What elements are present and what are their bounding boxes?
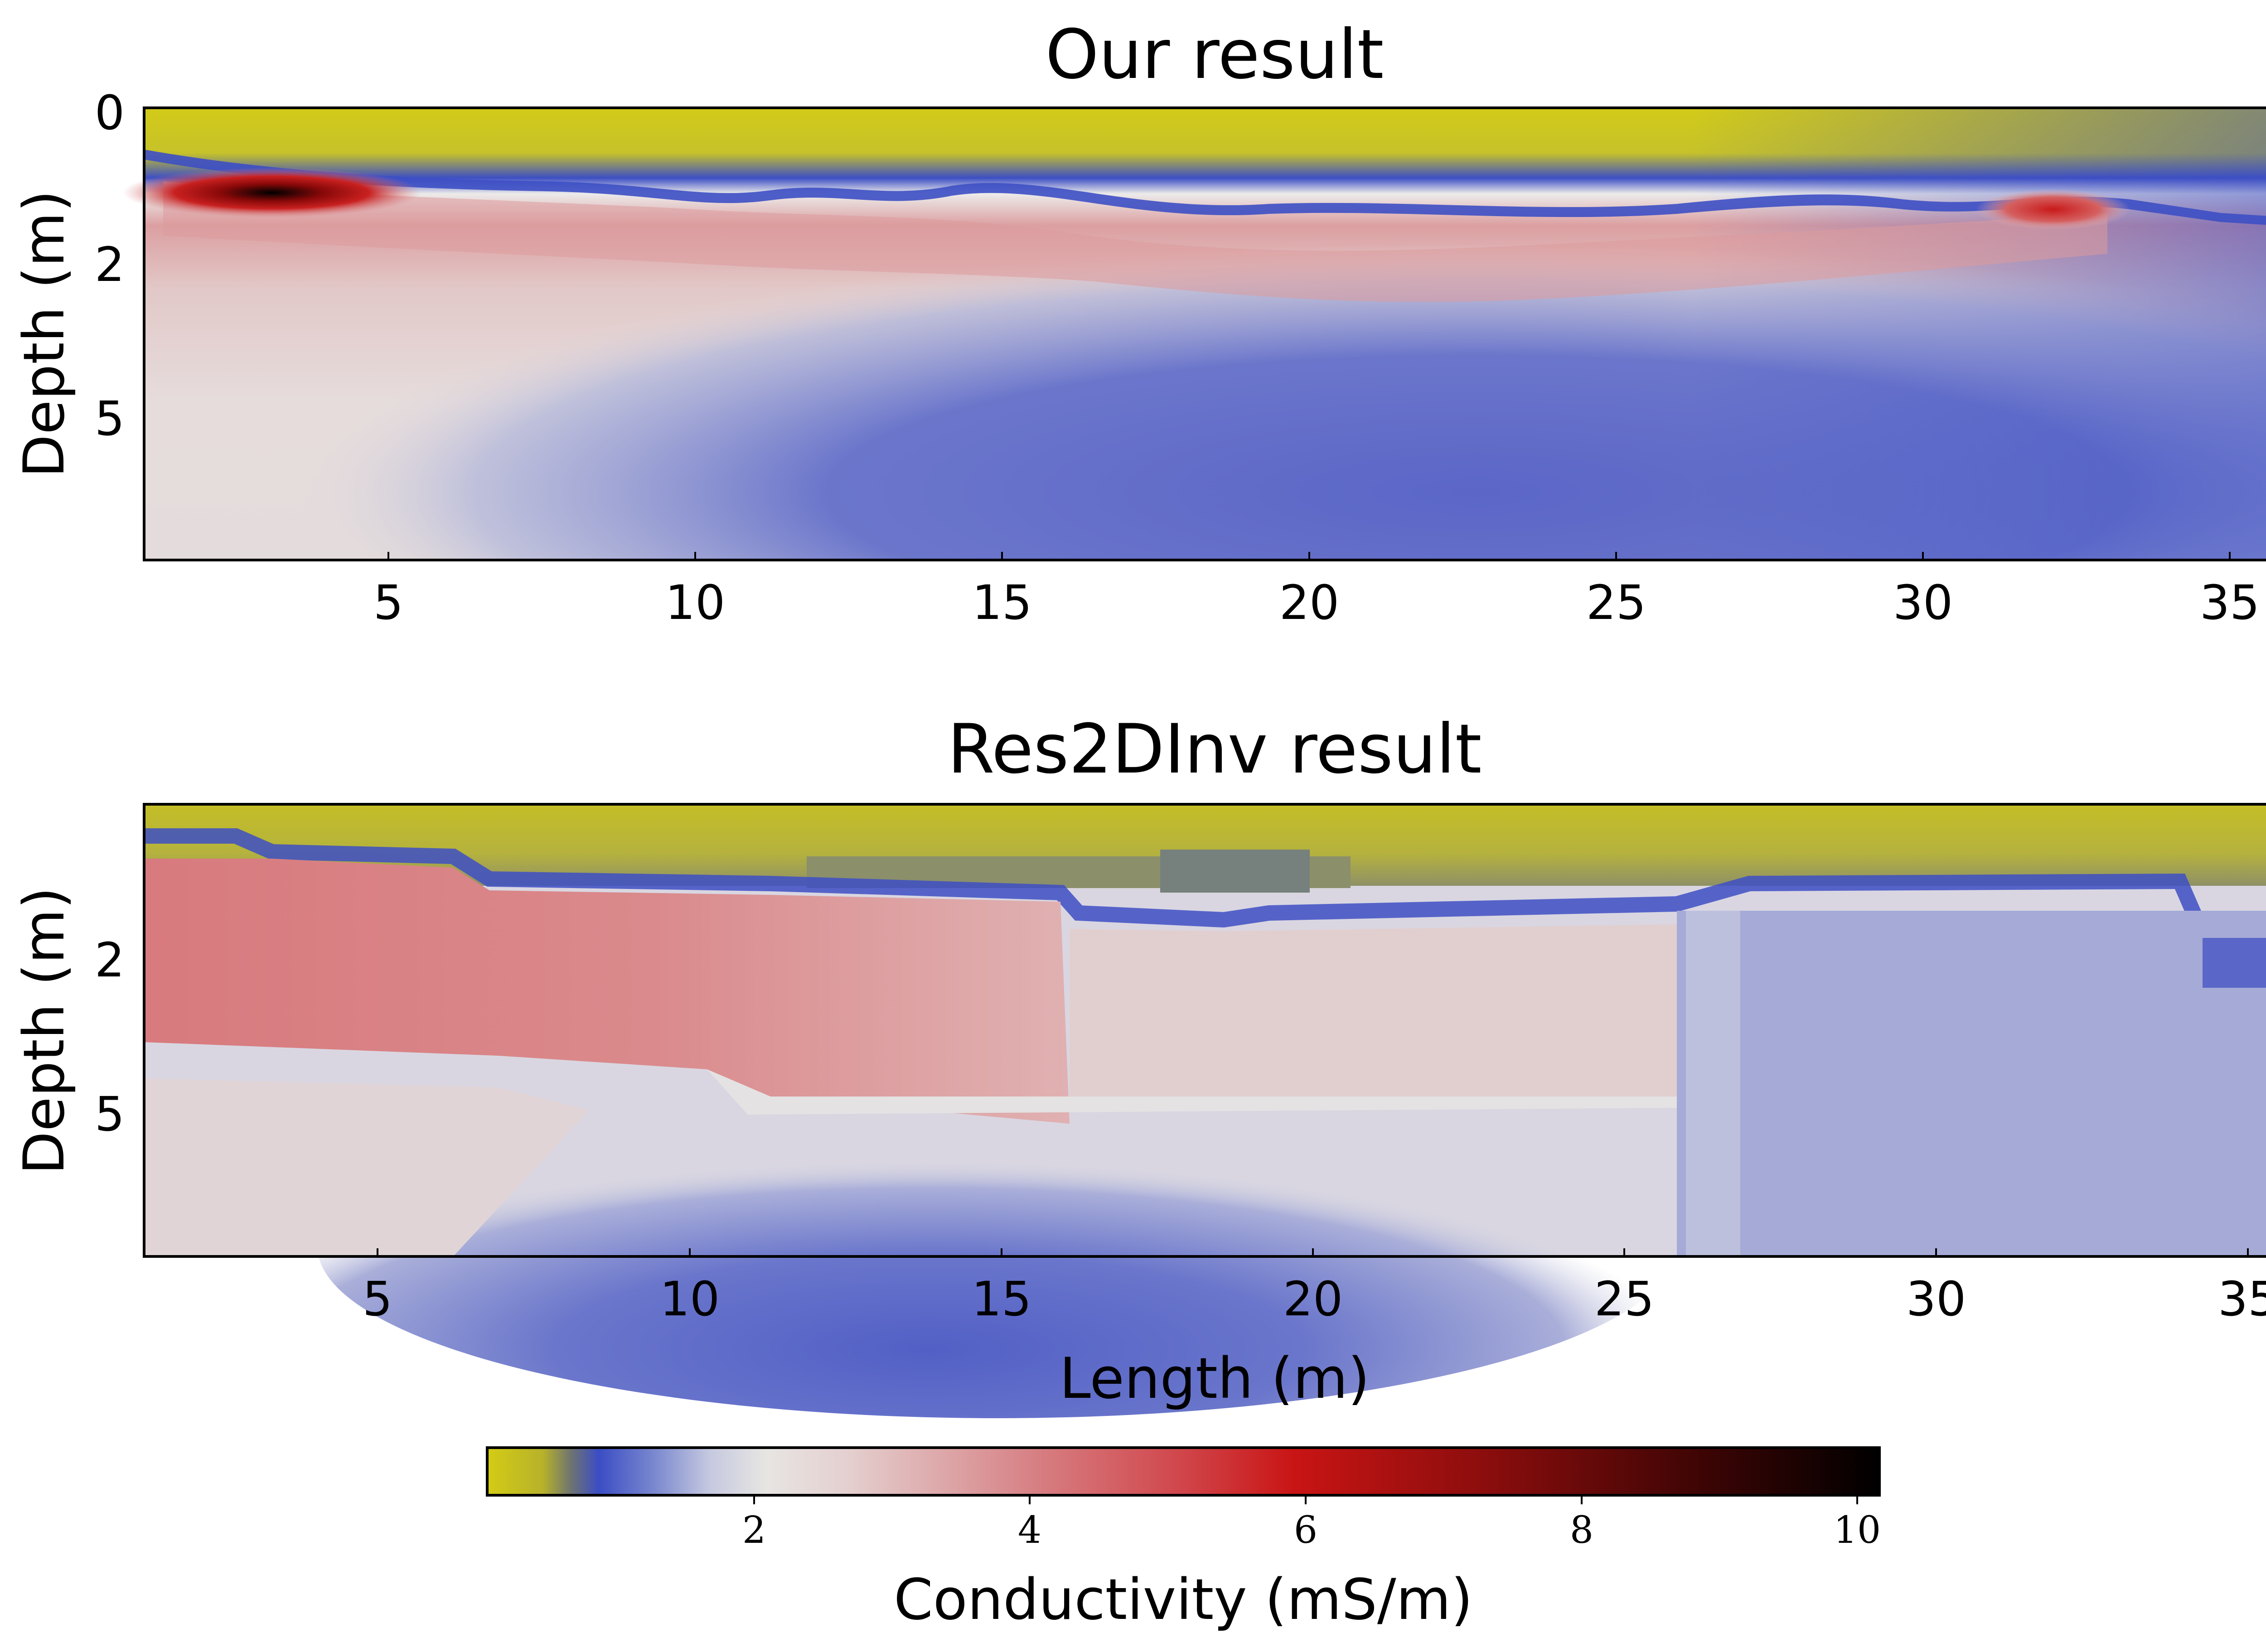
colorbar-tick: 4 xyxy=(1018,1509,1041,1552)
panel2-y-ticks: 2 5 xyxy=(95,932,125,1142)
panel1-xtick: 30 xyxy=(1893,575,1953,630)
panel2-ytick: 5 xyxy=(95,1087,125,1142)
panel2-x-axis-label: Length (m) xyxy=(1060,1346,1370,1411)
colorbar-tick: 2 xyxy=(742,1509,766,1552)
panel1-y-ticks: 0 2 5 xyxy=(95,85,125,446)
panel2-ytick: 2 xyxy=(95,932,125,988)
panel1-xtick: 35 xyxy=(2200,575,2260,630)
panel2-xtick: 35 xyxy=(2218,1271,2266,1327)
colorbar-tick: 6 xyxy=(1294,1509,1317,1552)
panel2-x-ticks: 5 10 15 20 25 30 35 xyxy=(363,1248,2266,1327)
panel2-xtick: 30 xyxy=(1906,1271,1966,1327)
panel2-xtick: 5 xyxy=(363,1271,392,1327)
panel2-xtick: 20 xyxy=(1283,1271,1343,1327)
panel1-xtick: 15 xyxy=(972,575,1032,630)
panel1-ytick: 2 xyxy=(95,237,125,292)
panel1-xtick: 5 xyxy=(373,575,403,630)
panel1-title: Our result xyxy=(1046,15,1384,94)
colorbar-label: Conductivity (mS/m) xyxy=(894,1567,1473,1633)
panel1-xtick: 20 xyxy=(1279,575,1339,630)
panel2-xtick: 15 xyxy=(972,1271,1031,1327)
panel2-title: Res2DInv result xyxy=(948,710,1482,789)
colorbar-tick: 10 xyxy=(1834,1509,1881,1552)
panel1-xtick: 25 xyxy=(1586,575,1646,630)
panel1-heatmap xyxy=(122,106,2266,561)
panel1-ytick: 5 xyxy=(95,391,125,446)
panel2-heatmap xyxy=(143,803,2266,1418)
panel1-xtick: 10 xyxy=(665,575,725,630)
colorbar: 2 4 6 8 10 xyxy=(486,1446,1881,1552)
panel2-xtick: 25 xyxy=(1594,1271,1654,1327)
colorbar-tick: 8 xyxy=(1570,1509,1593,1552)
panel1-x-ticks: 5 10 15 20 25 30 35 xyxy=(373,552,2260,630)
panel1-y-axis-label: Depth (m) xyxy=(12,190,77,478)
panel2-y-axis-label: Depth (m) xyxy=(12,887,77,1175)
panel1-ytick: 0 xyxy=(95,85,125,140)
panel2-xtick: 10 xyxy=(660,1271,720,1327)
